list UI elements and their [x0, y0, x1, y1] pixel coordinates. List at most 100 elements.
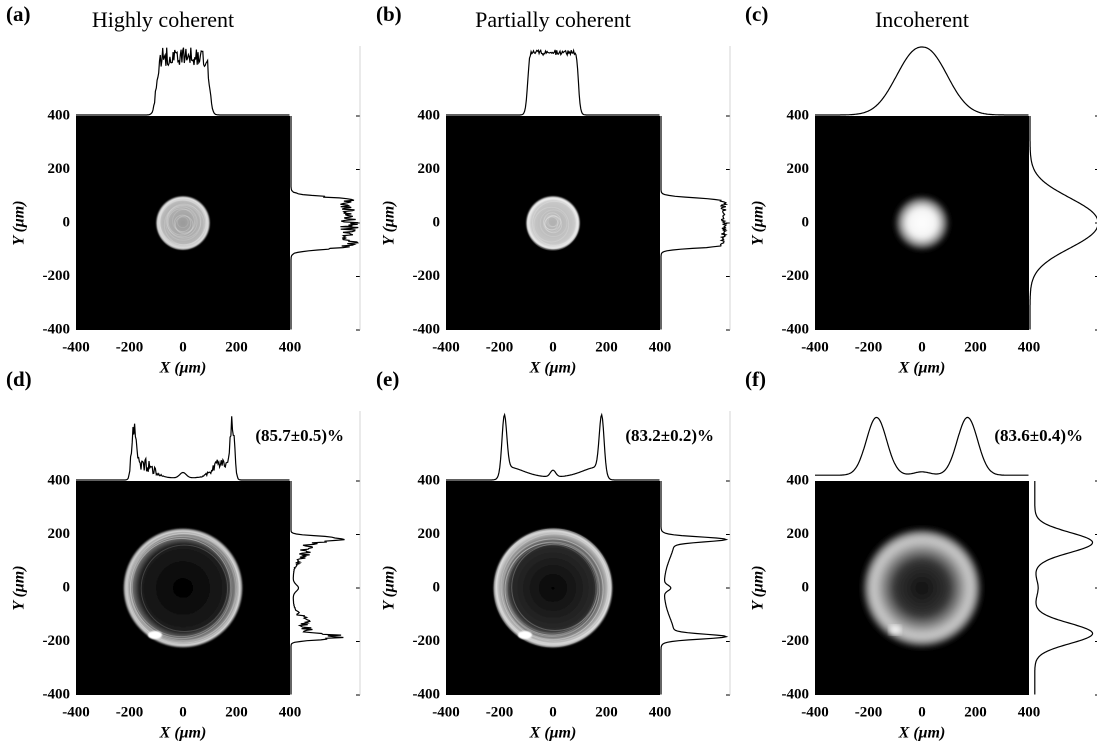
speckle-ring — [496, 528, 612, 644]
speckle-ring — [176, 216, 189, 229]
speckle-ring — [172, 208, 197, 234]
y-tick-label: -400 — [43, 686, 71, 702]
x-tick-label: 200 — [225, 704, 248, 720]
x-tick-label: -400 — [432, 704, 460, 720]
y-axis-label: Y (μm) — [11, 200, 28, 245]
speckle-ring — [129, 533, 238, 642]
speckle-ring — [159, 197, 207, 246]
beam-spot — [156, 196, 210, 250]
top-profile — [446, 412, 660, 481]
x-tick-label: -200 — [116, 704, 144, 720]
y-tick-label: 0 — [802, 214, 810, 230]
x-tick-label: -200 — [855, 704, 883, 720]
y-tick-label: -200 — [413, 633, 441, 649]
speckle-ring — [532, 200, 577, 246]
x-tick-label: 400 — [649, 339, 672, 355]
speckle-ring — [166, 203, 202, 239]
right-profile — [1029, 116, 1097, 330]
y-tick-label: 0 — [63, 579, 71, 595]
x-axis-label: X (μm) — [898, 360, 946, 377]
x-axis-label: X (μm) — [529, 360, 577, 377]
speckle-ring — [131, 537, 232, 638]
top-profile — [76, 47, 290, 116]
speckle-ring — [126, 532, 240, 647]
panel-title: Highly coherent — [92, 7, 234, 32]
y-tick-label: -200 — [43, 268, 71, 284]
speckle-ring — [128, 532, 241, 646]
y-tick-label: -200 — [782, 633, 810, 649]
panel-title: Partially coherent — [475, 7, 631, 32]
y-tick-label: -200 — [782, 268, 810, 284]
y-tick-label: 0 — [63, 214, 71, 230]
x-axis-label: X (μm) — [159, 725, 207, 742]
speckle-ring — [511, 543, 599, 632]
speckle-ring — [166, 206, 198, 238]
speckle-ring — [539, 209, 568, 238]
top-profile — [815, 46, 1029, 116]
top-profile — [76, 416, 290, 481]
y-tick-label: 400 — [787, 472, 810, 488]
x-tick-label: -400 — [432, 339, 460, 355]
panel-label: (f) — [745, 367, 766, 391]
speckle-ring — [156, 199, 208, 250]
y-tick-label: 200 — [418, 526, 441, 542]
x-tick-label: -400 — [801, 704, 829, 720]
x-tick-label: 200 — [964, 704, 987, 720]
speckle-ring — [140, 544, 229, 633]
x-tick-label: -400 — [62, 339, 90, 355]
y-tick-label: 200 — [418, 161, 441, 177]
x-tick-label: -200 — [486, 704, 514, 720]
x-tick-label: 200 — [595, 339, 618, 355]
speckle-ring — [501, 538, 604, 641]
speckle-ring — [129, 536, 233, 639]
x-axis-label: X (μm) — [898, 725, 946, 742]
speckle-ring — [165, 205, 202, 241]
right-profile — [290, 481, 345, 695]
speckle-ring — [173, 214, 192, 233]
y-tick-label: 0 — [433, 214, 441, 230]
y-tick-label: 400 — [418, 107, 441, 123]
beam-spot — [493, 528, 613, 648]
beam-spot — [862, 528, 982, 648]
x-tick-label: -200 — [855, 339, 883, 355]
y-axis-label: Y (μm) — [750, 565, 767, 610]
speckle-ring — [129, 535, 237, 643]
x-tick-label: 0 — [549, 704, 557, 720]
y-axis-label: Y (μm) — [381, 565, 398, 610]
x-tick-label: 200 — [225, 339, 248, 355]
y-tick-label: -400 — [413, 321, 441, 337]
right-profile — [1034, 481, 1094, 695]
x-tick-label: 0 — [918, 704, 926, 720]
efficiency-label: (85.7±0.5)% — [255, 426, 344, 445]
speckle-ring — [493, 530, 611, 648]
speckle-ring — [526, 198, 579, 251]
speckle-ring — [502, 538, 604, 640]
speckle-ring — [159, 199, 206, 247]
panel-label: (b) — [376, 2, 402, 26]
speckle-ring — [506, 544, 597, 634]
panel-label: (a) — [6, 2, 31, 26]
speckle-ring — [163, 204, 205, 246]
speckle-ring — [545, 215, 559, 228]
x-tick-label: -200 — [486, 339, 514, 355]
y-tick-label: 400 — [48, 107, 71, 123]
right-profile — [660, 481, 729, 695]
panel-title: Incoherent — [875, 7, 969, 32]
y-tick-label: 400 — [787, 107, 810, 123]
x-tick-label: 200 — [595, 704, 618, 720]
speckle-ring — [544, 215, 563, 234]
speckle-ring — [167, 208, 195, 236]
speckle-ring — [174, 215, 194, 235]
speckle-ring — [130, 538, 232, 640]
speckle-ring — [505, 541, 601, 636]
speckle-ring — [544, 216, 559, 231]
x-tick-label: 400 — [1018, 704, 1041, 720]
x-tick-label: 0 — [549, 339, 557, 355]
speckle-ring — [500, 533, 609, 642]
y-axis-label: Y (μm) — [750, 200, 767, 245]
speckle-ring — [504, 542, 598, 636]
x-tick-label: 0 — [179, 704, 187, 720]
speckle-ring — [504, 541, 600, 637]
speckle-ring — [528, 198, 580, 250]
